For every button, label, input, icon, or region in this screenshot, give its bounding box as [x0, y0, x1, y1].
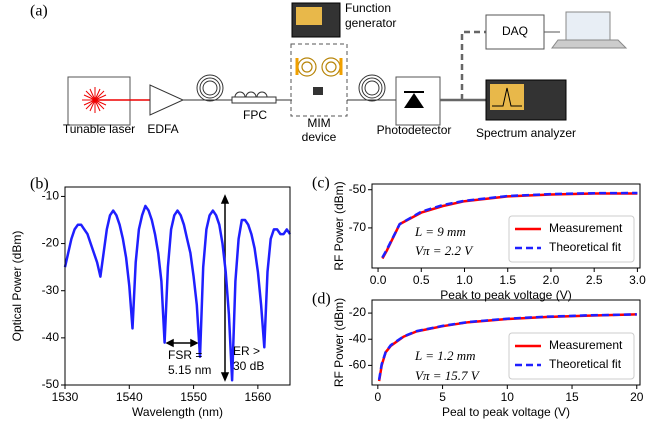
legend-label: Measurement — [549, 221, 623, 235]
x-tick-label: 3.0 — [629, 273, 646, 287]
annotation: Vπ = 2.2 V — [415, 243, 474, 258]
y-tick-label: -20 — [42, 236, 60, 250]
annotation: L = 9 mm — [414, 224, 466, 239]
edfa — [150, 85, 183, 115]
y-tick-label: -50 — [349, 182, 367, 196]
x-tick-label: 2.0 — [543, 273, 560, 287]
x-tick-label: 5 — [439, 390, 446, 404]
y-axis-label: Optical Power (dBm) — [10, 231, 24, 342]
x-tick-label: 1.0 — [456, 273, 473, 287]
fpc-label: FPC — [243, 108, 267, 122]
panel-label: (d) — [312, 291, 331, 308]
x-tick-label: 1530 — [52, 390, 79, 404]
annotation: L = 1.2 mm — [414, 348, 476, 363]
generator-label: Function — [345, 1, 391, 15]
y-axis-label: RF Power (dBm) — [332, 181, 346, 270]
x-tick-label: 2.5 — [586, 273, 603, 287]
daq-label: DAQ — [502, 24, 528, 38]
x-tick-label: 1560 — [245, 390, 272, 404]
laser-box — [68, 77, 130, 125]
y-tick-label: -10 — [42, 189, 60, 203]
legend-label: Measurement — [549, 338, 623, 352]
x-axis-label: Peal to peak voltage (V) — [442, 405, 570, 419]
analyzer-label: Spectrum analyzer — [476, 126, 576, 140]
x-tick-label: 0.5 — [413, 273, 430, 287]
laptop — [552, 40, 626, 48]
y-tick-label: -60 — [349, 358, 367, 372]
x-tick-label: 1540 — [116, 390, 143, 404]
x-tick-label: 10 — [501, 390, 515, 404]
annotation: ER > — [233, 344, 260, 358]
detector-label: Photodetector — [377, 123, 452, 137]
y-tick-label: -30 — [42, 283, 60, 297]
y-axis-label: RF Power (dBm) — [332, 298, 346, 387]
legend-label: Theoretical fit — [549, 357, 622, 371]
fpc — [232, 97, 276, 103]
y-tick-label: -50 — [42, 377, 60, 391]
laptop — [566, 12, 610, 40]
x-tick-label: 20 — [630, 390, 644, 404]
device-label: device — [302, 130, 337, 144]
panel-label: (a) — [30, 3, 48, 20]
x-tick-label: 15 — [565, 390, 579, 404]
panel-label: (c) — [312, 175, 330, 192]
generator-label: generator — [345, 16, 396, 30]
device-label: MIM — [307, 116, 330, 130]
annotation: FSR = — [168, 348, 202, 362]
x-tick-label: 1.5 — [499, 273, 516, 287]
x-axis-label: Wavelength (nm) — [132, 405, 223, 419]
device-core — [313, 87, 323, 95]
y-tick-label: -40 — [349, 331, 367, 345]
annotation: 5.15 nm — [168, 363, 211, 377]
annotation: Vπ = 15.7 V — [415, 368, 481, 383]
edfa-label: EDFA — [147, 122, 178, 136]
y-tick-label: -70 — [349, 220, 367, 234]
legend-label: Theoretical fit — [549, 240, 622, 254]
device — [297, 58, 341, 76]
y-tick-label: -20 — [349, 305, 367, 319]
annotation: 30 dB — [233, 359, 264, 373]
laser-label: Tunable laser — [63, 122, 135, 136]
cable — [462, 32, 486, 100]
generator-screen — [296, 7, 322, 25]
x-tick-label: 1550 — [180, 390, 207, 404]
figure: (a) Tunable laser EDFA FPC Function gene… — [0, 0, 649, 439]
fiber — [347, 75, 396, 101]
x-tick-label: 0.0 — [370, 273, 387, 287]
device-box — [291, 44, 347, 116]
x-tick-label: 0 — [374, 390, 381, 404]
y-tick-label: -40 — [42, 330, 60, 344]
